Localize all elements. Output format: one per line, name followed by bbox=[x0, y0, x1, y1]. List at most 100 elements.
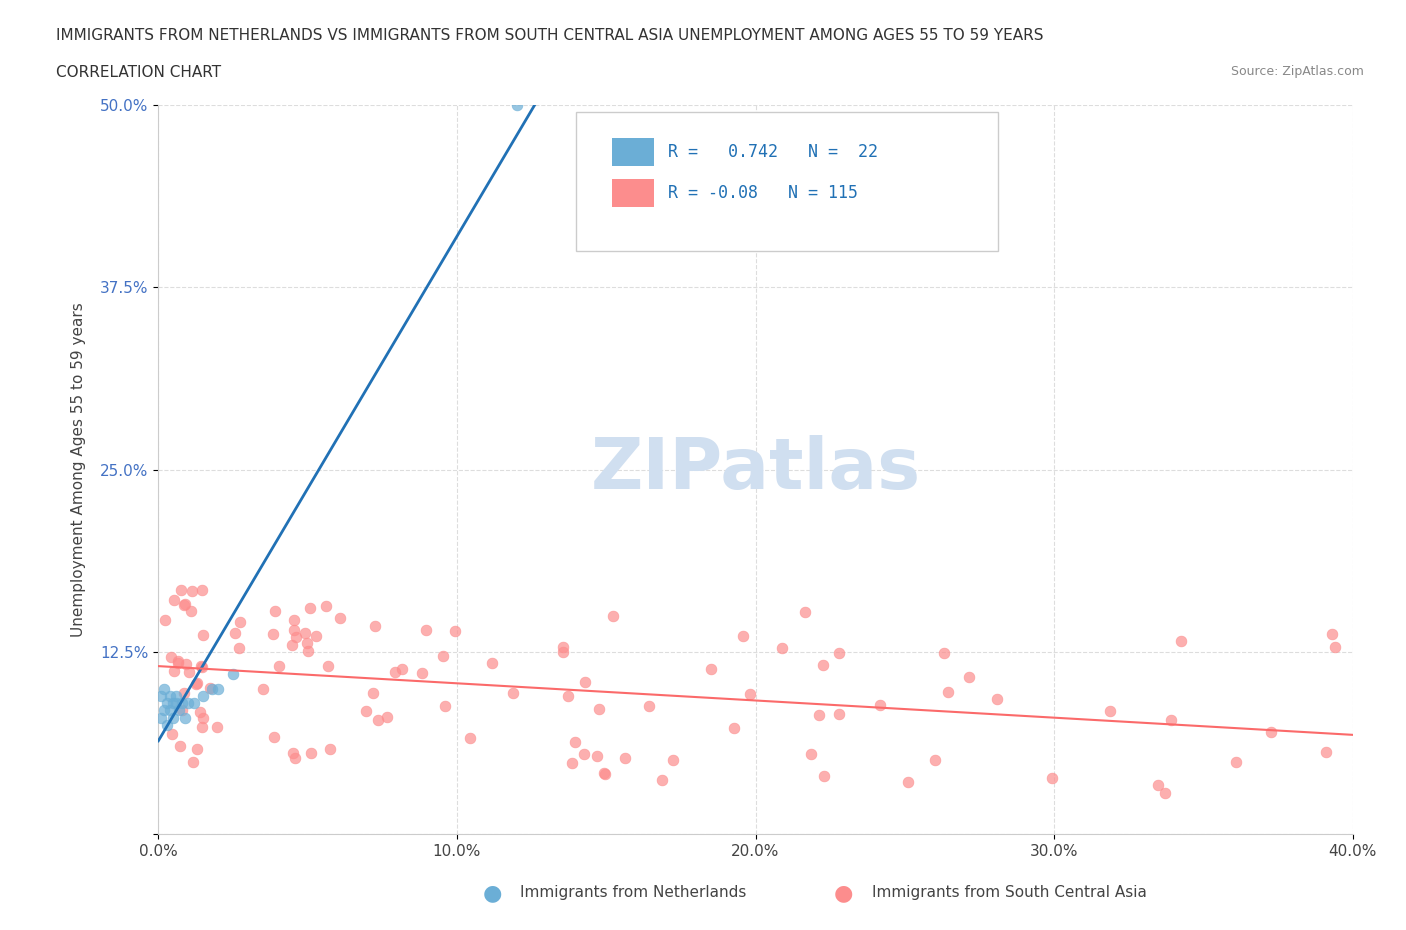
Point bbox=[297, 644, 319, 658]
Point bbox=[264, 604, 287, 618]
Point bbox=[444, 623, 467, 638]
Point bbox=[177, 664, 200, 679]
Point bbox=[384, 664, 406, 679]
Point bbox=[592, 765, 614, 780]
Point bbox=[1322, 627, 1344, 642]
Point bbox=[869, 698, 891, 713]
Point bbox=[807, 708, 830, 723]
Point bbox=[827, 646, 849, 661]
Point bbox=[224, 625, 246, 640]
Point bbox=[173, 597, 195, 612]
Point bbox=[180, 604, 202, 618]
Point bbox=[1154, 785, 1177, 800]
Point bbox=[180, 583, 202, 598]
Point bbox=[174, 711, 197, 725]
Text: ZIPatlas: ZIPatlas bbox=[591, 435, 921, 504]
Point bbox=[1323, 640, 1346, 655]
Point bbox=[191, 660, 214, 675]
Point bbox=[299, 745, 322, 760]
Point bbox=[505, 98, 527, 113]
Point bbox=[433, 698, 456, 713]
Point bbox=[557, 688, 579, 703]
Text: Source: ZipAtlas.com: Source: ZipAtlas.com bbox=[1230, 65, 1364, 78]
Point bbox=[897, 775, 920, 790]
Point bbox=[190, 659, 212, 674]
Point bbox=[813, 658, 835, 672]
Point bbox=[281, 746, 304, 761]
Point bbox=[588, 701, 610, 716]
Point bbox=[1315, 745, 1337, 760]
Text: ●: ● bbox=[834, 883, 853, 903]
Point bbox=[150, 688, 173, 703]
Point bbox=[284, 630, 307, 644]
Point bbox=[1160, 712, 1182, 727]
Point bbox=[551, 640, 574, 655]
Point bbox=[586, 749, 609, 764]
Point bbox=[166, 654, 188, 669]
Point bbox=[458, 731, 481, 746]
Point bbox=[207, 681, 229, 696]
Point bbox=[198, 681, 221, 696]
Point bbox=[167, 655, 190, 670]
Point bbox=[319, 741, 342, 756]
Point bbox=[162, 711, 184, 725]
Point bbox=[281, 637, 304, 652]
Point bbox=[165, 688, 187, 703]
Point bbox=[177, 696, 200, 711]
Point bbox=[481, 656, 503, 671]
Point bbox=[153, 681, 176, 696]
Point bbox=[173, 686, 195, 701]
Point bbox=[1225, 755, 1247, 770]
Point bbox=[354, 703, 377, 718]
Point bbox=[700, 661, 723, 676]
Point bbox=[614, 751, 637, 765]
Point bbox=[167, 703, 190, 718]
Point bbox=[183, 696, 205, 711]
Point bbox=[295, 636, 318, 651]
Point bbox=[564, 735, 586, 750]
Point bbox=[283, 622, 305, 637]
Point bbox=[163, 592, 186, 607]
Point bbox=[662, 753, 685, 768]
Point bbox=[828, 706, 851, 721]
Point bbox=[156, 696, 179, 711]
Point bbox=[924, 752, 946, 767]
Point bbox=[391, 661, 413, 676]
Point bbox=[364, 618, 387, 633]
Point bbox=[228, 615, 250, 630]
Text: Immigrants from Netherlands: Immigrants from Netherlands bbox=[520, 885, 747, 900]
Point bbox=[553, 644, 575, 659]
Text: CORRELATION CHART: CORRELATION CHART bbox=[56, 65, 221, 80]
Point bbox=[191, 688, 214, 703]
Point bbox=[305, 629, 328, 644]
Point bbox=[800, 747, 823, 762]
Point bbox=[170, 583, 193, 598]
Point bbox=[723, 720, 745, 735]
Point bbox=[191, 711, 214, 725]
Point bbox=[188, 704, 211, 719]
Point bbox=[361, 685, 384, 700]
Point bbox=[228, 641, 250, 656]
Point bbox=[316, 658, 339, 673]
Text: R = -0.08   N = 115: R = -0.08 N = 115 bbox=[668, 184, 858, 203]
Point bbox=[1099, 703, 1122, 718]
Point bbox=[283, 612, 305, 627]
Point bbox=[572, 747, 595, 762]
Point bbox=[186, 742, 208, 757]
Point bbox=[957, 670, 980, 684]
Point bbox=[263, 729, 285, 744]
Point bbox=[159, 703, 181, 718]
Point bbox=[1147, 777, 1170, 792]
Point bbox=[284, 751, 307, 765]
Point bbox=[150, 711, 173, 725]
Point bbox=[938, 684, 960, 699]
Point bbox=[184, 677, 207, 692]
Point bbox=[162, 696, 184, 711]
Point bbox=[1260, 724, 1282, 739]
Point bbox=[191, 720, 214, 735]
Point bbox=[315, 598, 337, 613]
Point bbox=[294, 626, 316, 641]
Point bbox=[186, 675, 208, 690]
Point bbox=[153, 613, 176, 628]
Point bbox=[172, 696, 194, 711]
